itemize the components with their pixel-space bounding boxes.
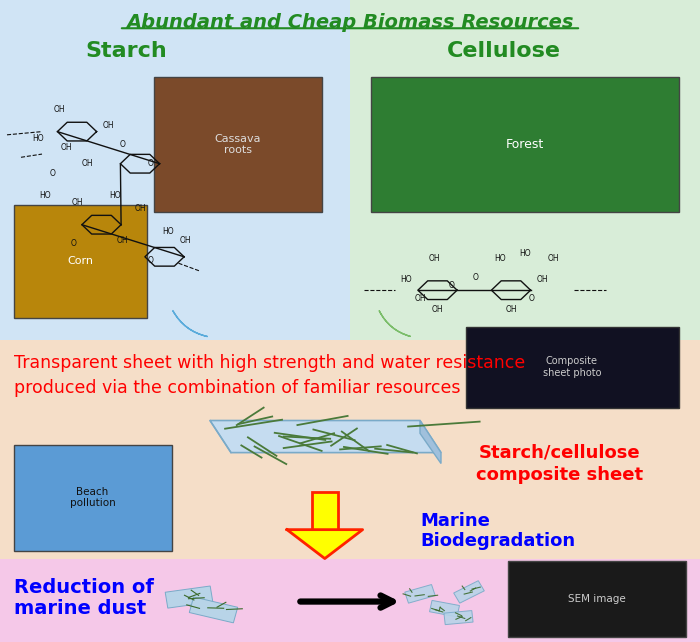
Text: Starch: Starch	[85, 41, 167, 62]
Text: Reduction of: Reduction of	[14, 578, 154, 597]
Text: HO: HO	[40, 191, 51, 200]
Text: OH: OH	[61, 143, 72, 152]
Text: O: O	[120, 140, 125, 149]
Text: composite sheet: composite sheet	[477, 466, 643, 484]
Text: HO: HO	[110, 191, 121, 200]
FancyBboxPatch shape	[350, 0, 700, 340]
Text: OH: OH	[117, 236, 128, 245]
Text: OH: OH	[432, 305, 443, 314]
Text: Transparent sheet with high strength and water resistance: Transparent sheet with high strength and…	[14, 354, 525, 372]
FancyBboxPatch shape	[466, 327, 679, 408]
Polygon shape	[210, 421, 441, 453]
Text: OH: OH	[71, 198, 83, 207]
FancyBboxPatch shape	[508, 561, 686, 637]
Text: Forest: Forest	[506, 138, 544, 151]
Text: Cassava
roots: Cassava roots	[215, 134, 261, 155]
Polygon shape	[420, 421, 441, 464]
Polygon shape	[430, 600, 459, 617]
Text: OH: OH	[547, 254, 559, 263]
FancyBboxPatch shape	[154, 77, 322, 212]
Polygon shape	[405, 584, 435, 603]
FancyBboxPatch shape	[14, 445, 172, 551]
Text: Beach
pollution: Beach pollution	[69, 487, 116, 508]
Polygon shape	[189, 597, 238, 623]
FancyArrowPatch shape	[173, 311, 207, 336]
Text: produced via the combination of familiar resources: produced via the combination of familiar…	[14, 379, 461, 397]
Text: O: O	[473, 273, 479, 282]
Text: OH: OH	[180, 236, 191, 245]
Text: HO: HO	[519, 249, 531, 258]
FancyBboxPatch shape	[0, 559, 700, 642]
Text: SEM image: SEM image	[568, 594, 625, 604]
Text: O: O	[449, 281, 454, 290]
FancyArrowPatch shape	[379, 311, 410, 336]
Text: O: O	[50, 169, 55, 178]
Text: marine dust: marine dust	[14, 599, 146, 618]
Text: Marine: Marine	[420, 512, 490, 530]
Text: Corn: Corn	[67, 256, 94, 266]
FancyBboxPatch shape	[0, 0, 350, 340]
Text: Biodegradation: Biodegradation	[420, 532, 575, 550]
Text: O: O	[148, 256, 153, 265]
Text: OH: OH	[537, 275, 548, 284]
Text: OH: OH	[82, 159, 93, 168]
Text: HO: HO	[495, 254, 506, 263]
Text: OH: OH	[414, 294, 426, 303]
Text: O: O	[71, 239, 76, 248]
FancyBboxPatch shape	[312, 492, 338, 530]
Text: O: O	[529, 294, 535, 303]
Text: OH: OH	[134, 204, 146, 213]
Polygon shape	[165, 586, 213, 608]
Text: OH: OH	[505, 305, 517, 314]
Text: HO: HO	[33, 134, 44, 143]
Text: Composite
sheet photo: Composite sheet photo	[542, 356, 601, 378]
Text: HO: HO	[400, 275, 412, 284]
Text: Cellulose: Cellulose	[447, 41, 561, 62]
Polygon shape	[444, 611, 473, 625]
FancyBboxPatch shape	[371, 77, 679, 212]
Text: Starch/cellulose: Starch/cellulose	[480, 444, 640, 462]
Text: O: O	[148, 159, 153, 168]
Text: OH: OH	[428, 254, 440, 263]
FancyBboxPatch shape	[0, 340, 700, 559]
Text: Abundant and Cheap Biomass Resources: Abundant and Cheap Biomass Resources	[126, 13, 574, 32]
FancyBboxPatch shape	[14, 205, 147, 318]
Polygon shape	[454, 581, 484, 603]
Polygon shape	[287, 530, 363, 559]
Text: HO: HO	[162, 227, 174, 236]
Text: OH: OH	[54, 105, 65, 114]
Text: OH: OH	[103, 121, 114, 130]
